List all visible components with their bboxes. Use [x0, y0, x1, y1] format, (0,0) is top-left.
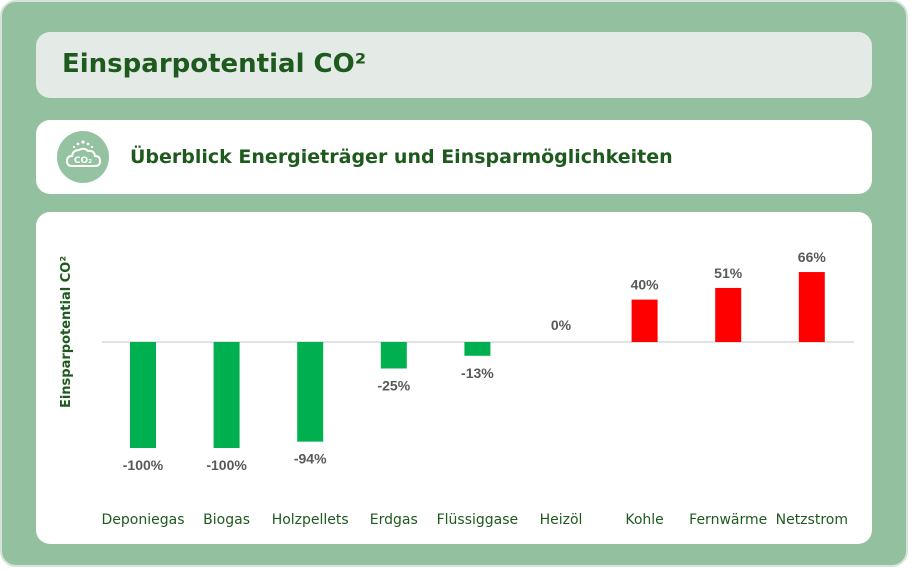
category-label-deponiegas: Deponiegas: [102, 512, 185, 528]
category-label-heizöl: Heizöl: [540, 512, 583, 528]
bar-kohle: [631, 299, 658, 342]
y-axis-title: Einsparpotential CO²: [59, 256, 74, 408]
bar-holzpellets: [297, 342, 324, 442]
category-label-holzpellets: Holzpellets: [272, 512, 349, 528]
bar-netzstrom: [798, 272, 825, 342]
data-label-kohle: 40%: [631, 277, 660, 293]
category-label-fernwärme: Fernwärme: [689, 512, 767, 528]
category-label-biogas: Biogas: [203, 512, 250, 528]
subtitle-text: Überblick Energieträger und Einsparmögli…: [130, 146, 673, 168]
data-label-heizöl: 0%: [551, 317, 572, 333]
category-label-netzstrom: Netzstrom: [776, 512, 848, 528]
bar-fernwärme: [715, 287, 742, 342]
bar-flüssiggase: [464, 342, 491, 356]
data-label-netzstrom: 66%: [798, 249, 827, 265]
co2-cloud-icon: CO₂: [57, 131, 109, 183]
bar-chart: Einsparpotential CO² -100% Deponiegas -100…: [59, 249, 854, 528]
bar-erdgas: [380, 342, 407, 369]
title-card: Einsparpotential CO²: [36, 32, 872, 98]
category-label-flüssiggase: Flüssiggase: [437, 512, 519, 528]
category-label-erdgas: Erdgas: [370, 512, 418, 528]
data-label-deponiegas: -100%: [123, 457, 164, 473]
subtitle-card: CO₂ Überblick Energieträger und Einsparm…: [36, 120, 872, 194]
bar-deponiegas: [130, 342, 156, 448]
data-label-biogas: -100%: [206, 457, 247, 473]
data-label-erdgas: -25%: [377, 378, 410, 394]
chart-card: Einsparpotential CO² -100% Deponiegas -100…: [36, 212, 872, 544]
category-label-kohle: Kohle: [625, 512, 663, 528]
data-label-holzpellets: -94%: [294, 451, 327, 467]
page-title: Einsparpotential CO²: [62, 49, 367, 79]
data-label-flüssiggase: -13%: [461, 365, 494, 381]
data-label-fernwärme: 51%: [714, 265, 743, 281]
bar-biogas: [213, 342, 240, 448]
co2-icon-text: CO₂: [74, 156, 92, 166]
